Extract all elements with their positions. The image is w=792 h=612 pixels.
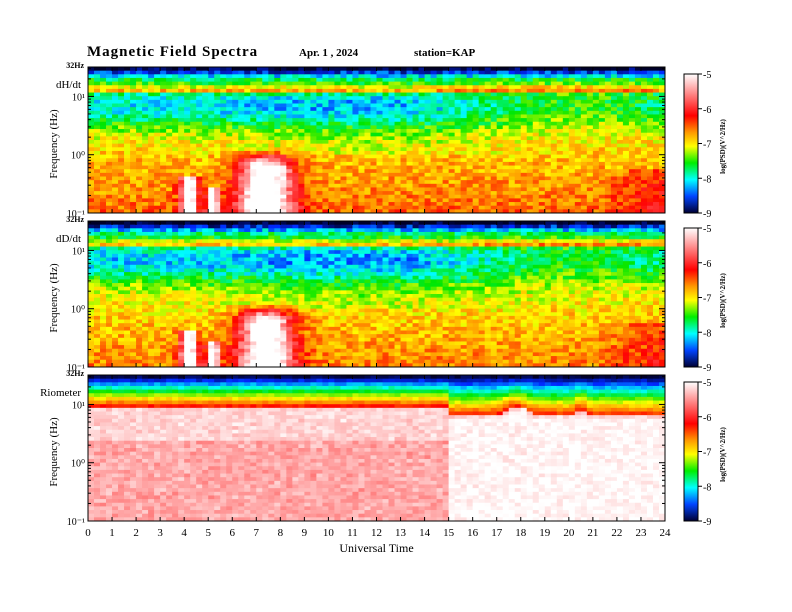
chart-title: Magnetic Field Spectra (87, 44, 259, 60)
x-tick-label: 15 (443, 527, 455, 539)
y-tick-label: 10¹ (72, 246, 85, 257)
colorbar-tick-label: -5 (703, 70, 711, 81)
x-tick-label: 17 (491, 527, 503, 539)
date-label: Apr. 1 , 2024 (299, 47, 359, 59)
x-tick-label: 20 (563, 527, 575, 539)
colorbar-label: log(PSD)(V^2/Hz) (719, 273, 727, 328)
x-tick-label: 12 (371, 527, 382, 539)
panel-label: dH/dt (56, 79, 81, 91)
station-label: station=KAP (414, 47, 476, 59)
colorbar-tick-label: -9 (703, 517, 711, 528)
y-tick-label: 10⁰ (71, 305, 85, 316)
colorbar-tick-label: -6 (703, 105, 711, 116)
x-tick-label: 18 (515, 527, 527, 539)
colorbar-tick-label: -9 (703, 363, 711, 374)
colorbar-tick-label: -6 (703, 413, 711, 424)
x-tick-label: 16 (467, 527, 479, 539)
y-tick-label: 10⁰ (71, 459, 85, 470)
colorbar-tick-label: -8 (703, 328, 711, 339)
x-axis-label: Universal Time (339, 541, 413, 555)
x-tick-label: 7 (254, 527, 260, 539)
x-tick-label: 9 (302, 527, 308, 539)
colorbar-tick-label: -7 (703, 140, 711, 151)
top-frequency-label: 32Hz (66, 215, 84, 224)
x-tick-label: 19 (539, 527, 551, 539)
colorbar-tick-label: -9 (703, 209, 711, 220)
x-tick-label: 0 (85, 527, 91, 539)
y-axis-label: Frequency (Hz) (48, 417, 60, 487)
x-tick-label: 8 (278, 527, 284, 539)
x-tick-label: 5 (205, 527, 211, 539)
x-tick-label: 10 (323, 527, 335, 539)
colorbar-tick-label: -7 (703, 294, 711, 305)
x-tick-label: 23 (635, 527, 647, 539)
colorbar-tick-label: -8 (703, 174, 711, 185)
y-tick-label: 10⁰ (71, 151, 85, 162)
y-axis-label: Frequency (Hz) (48, 109, 60, 179)
colorbar-tick-label: -5 (703, 224, 711, 235)
y-tick-label: 10¹ (72, 92, 85, 103)
x-tick-label: 11 (347, 527, 358, 539)
colorbar-tick-label: -6 (703, 259, 711, 270)
colorbar-tick-label: -8 (703, 482, 711, 493)
x-tick-label: 6 (230, 527, 236, 539)
x-tick-label: 21 (587, 527, 598, 539)
x-tick-label: 22 (611, 527, 622, 539)
spectrogram-heatmap (88, 221, 666, 368)
y-tick-label: 10⁻¹ (67, 363, 85, 374)
y-tick-label: 10⁻¹ (67, 517, 85, 528)
x-tick-label: 14 (419, 527, 431, 539)
colorbar-label: log(PSD)(V^2/Hz) (719, 119, 727, 174)
colorbar-label: log(PSD)(V^2/Hz) (719, 427, 727, 482)
colorbar-tick-label: -7 (703, 448, 711, 459)
colorbar: -5 -6 -7 -8 -9 log(PSD)(V^2/Hz) (683, 224, 727, 374)
x-tick-label: 4 (181, 527, 187, 539)
top-frequency-label: 32Hz (66, 61, 84, 70)
y-tick-label: 10⁻¹ (67, 209, 85, 220)
x-tick-label: 3 (157, 527, 163, 539)
colorbar: -5 -6 -7 -8 -9 log(PSD)(V^2/Hz) (683, 70, 727, 220)
x-tick-label: 1 (109, 527, 115, 539)
top-frequency-label: 32Hz (66, 369, 84, 378)
panel-label: Riometer (40, 387, 81, 399)
spectrogram-heatmap (88, 375, 666, 522)
y-axis-label: Frequency (Hz) (48, 263, 60, 333)
panel-label: dD/dt (56, 233, 81, 245)
spectrogram-heatmap (88, 67, 666, 214)
y-tick-label: 10¹ (72, 400, 85, 411)
colorbar: -5 -6 -7 -8 -9 log(PSD)(V^2/Hz) (683, 378, 727, 528)
x-tick-label: 13 (395, 527, 407, 539)
x-tick-label: 24 (660, 527, 672, 539)
x-tick-label: 2 (133, 527, 139, 539)
colorbar-tick-label: -5 (703, 378, 711, 389)
spectrogram-panel-3: 10⁻¹ 10⁰ 10¹ 32Hz Riometer Frequency (Hz) -5 -6… (40, 369, 727, 528)
